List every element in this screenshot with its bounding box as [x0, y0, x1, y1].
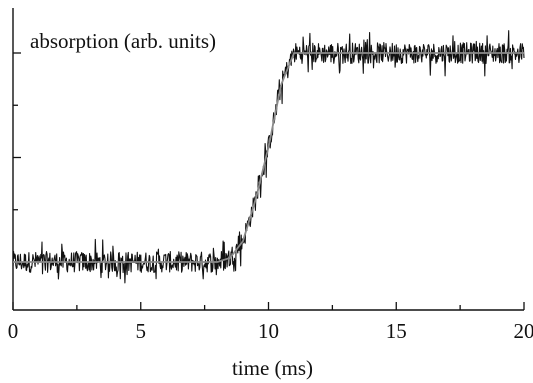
fit-curve-line: [13, 52, 524, 263]
x-tick-label: 20: [514, 319, 533, 343]
noisy-measurement-line: [12, 30, 525, 284]
y-axis-label: absorption (arb. units): [30, 29, 216, 53]
x-tick-label: 15: [386, 319, 407, 343]
x-axis-label: time (ms): [232, 356, 313, 380]
labels-group: 0 5 10 15 20 time (ms) absorption (arb. units): [8, 29, 533, 380]
x-tick-label: 10: [258, 319, 279, 343]
x-tick-label: 5: [136, 319, 147, 343]
x-tick-label: 0: [8, 319, 19, 343]
marks-group: [12, 30, 525, 284]
